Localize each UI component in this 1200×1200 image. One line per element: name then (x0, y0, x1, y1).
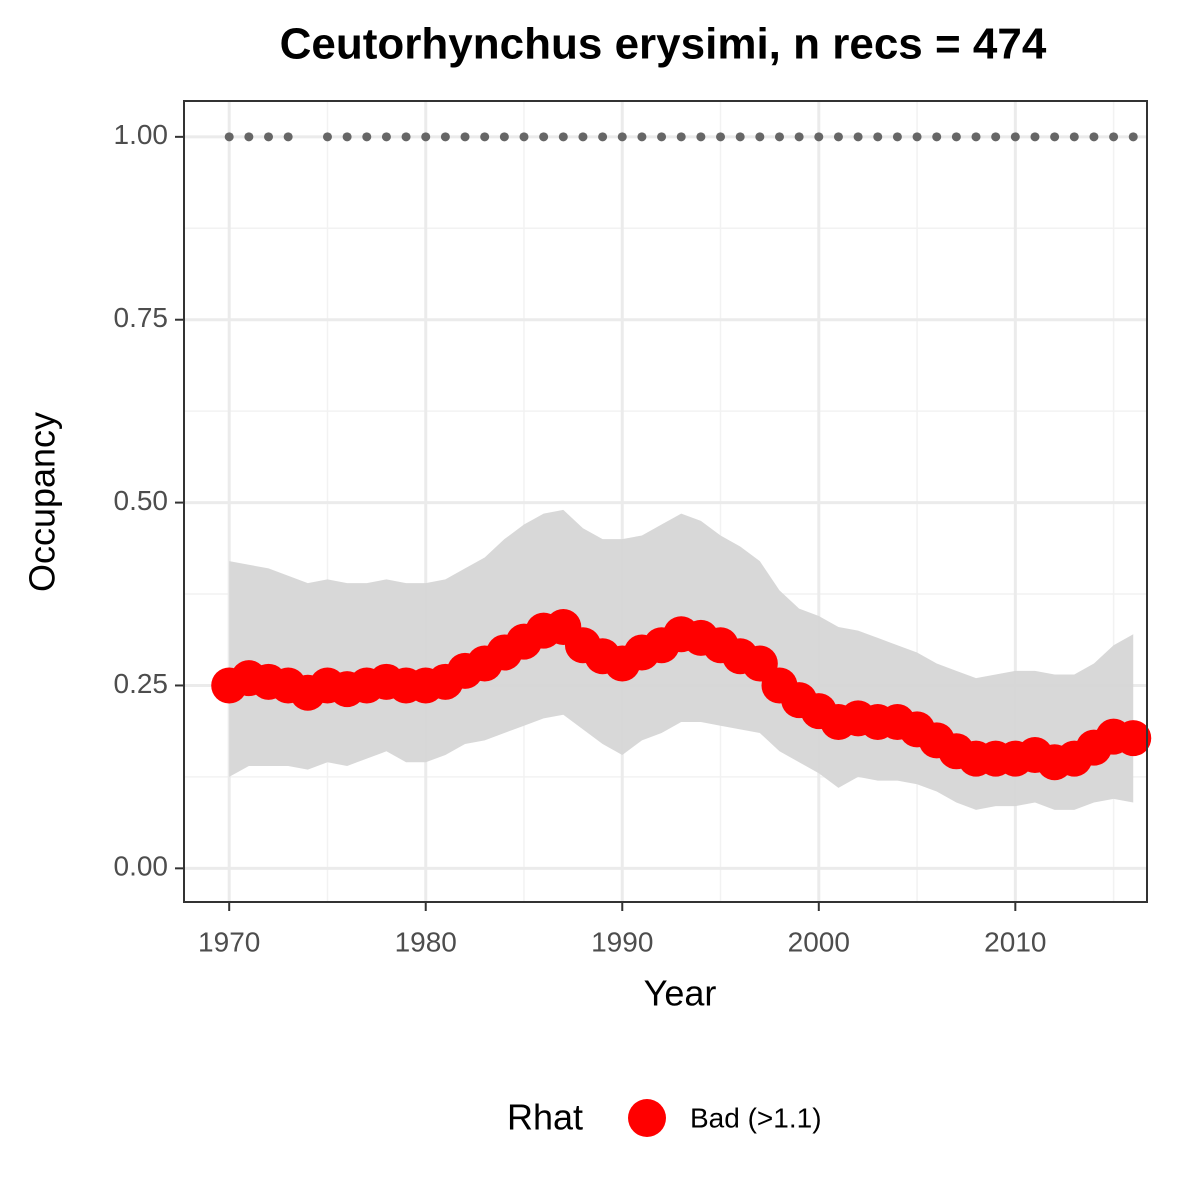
legend-label: Bad (>1.1) (690, 1102, 822, 1133)
record-dot (1069, 132, 1079, 142)
record-dot (421, 132, 431, 142)
record-dot (676, 132, 686, 142)
x-axis-label: Year (644, 973, 717, 1014)
record-dot (480, 132, 490, 142)
legend-title: Rhat (507, 1097, 583, 1138)
record-dot (932, 132, 942, 142)
record-dot (991, 132, 1001, 142)
record-dot (1128, 132, 1138, 142)
record-dot (1050, 132, 1060, 142)
record-dot (224, 132, 234, 142)
y-axis-label: Occupancy (22, 412, 63, 592)
x-tick-label: 2000 (788, 926, 850, 957)
point (1115, 720, 1152, 757)
record-dot (1089, 132, 1099, 142)
record-dot (381, 132, 391, 142)
record-dot (716, 132, 726, 142)
x-tick-label: 1990 (591, 926, 653, 957)
record-dot (264, 132, 274, 142)
record-dot (794, 132, 804, 142)
record-dot (362, 132, 372, 142)
record-dot (892, 132, 902, 142)
record-dot (912, 132, 922, 142)
record-dot (971, 132, 981, 142)
y-tick-label: 0.50 (114, 485, 169, 516)
record-dot (814, 132, 824, 142)
y-tick-label: 0.25 (114, 668, 169, 699)
record-dot (1010, 132, 1020, 142)
y-tick-label: 0.00 (114, 851, 169, 882)
record-dot (401, 132, 411, 142)
y-tick-label: 1.00 (114, 119, 169, 150)
record-dot (617, 132, 627, 142)
record-dot (519, 132, 529, 142)
record-dot (755, 132, 765, 142)
record-dot (244, 132, 254, 142)
record-dot (853, 132, 863, 142)
record-dot (460, 132, 470, 142)
panel-border (183, 100, 1148, 903)
record-dot (539, 132, 549, 142)
record-dot (598, 132, 608, 142)
record-dot (578, 132, 588, 142)
record-dot (735, 132, 745, 142)
record-dot (637, 132, 647, 142)
record-dot (440, 132, 450, 142)
record-dot (774, 132, 784, 142)
chart-title: Ceutorhynchus erysimi, n recs = 474 (280, 20, 1047, 69)
x-tick-label: 2010 (984, 926, 1046, 957)
record-dot (322, 132, 332, 142)
record-dot (342, 132, 352, 142)
record-dot (1030, 132, 1040, 142)
record-dot (558, 132, 568, 142)
record-dot (873, 132, 883, 142)
x-tick-label: 1970 (198, 926, 260, 957)
legend-swatch (628, 1099, 666, 1137)
record-dot (657, 132, 667, 142)
record-dot (696, 132, 706, 142)
record-dot (283, 132, 293, 142)
record-dot (833, 132, 843, 142)
y-tick-label: 0.75 (114, 302, 169, 333)
record-dot (499, 132, 509, 142)
record-dot (1109, 132, 1119, 142)
x-tick-label: 1980 (395, 926, 457, 957)
record-dot (951, 132, 961, 142)
